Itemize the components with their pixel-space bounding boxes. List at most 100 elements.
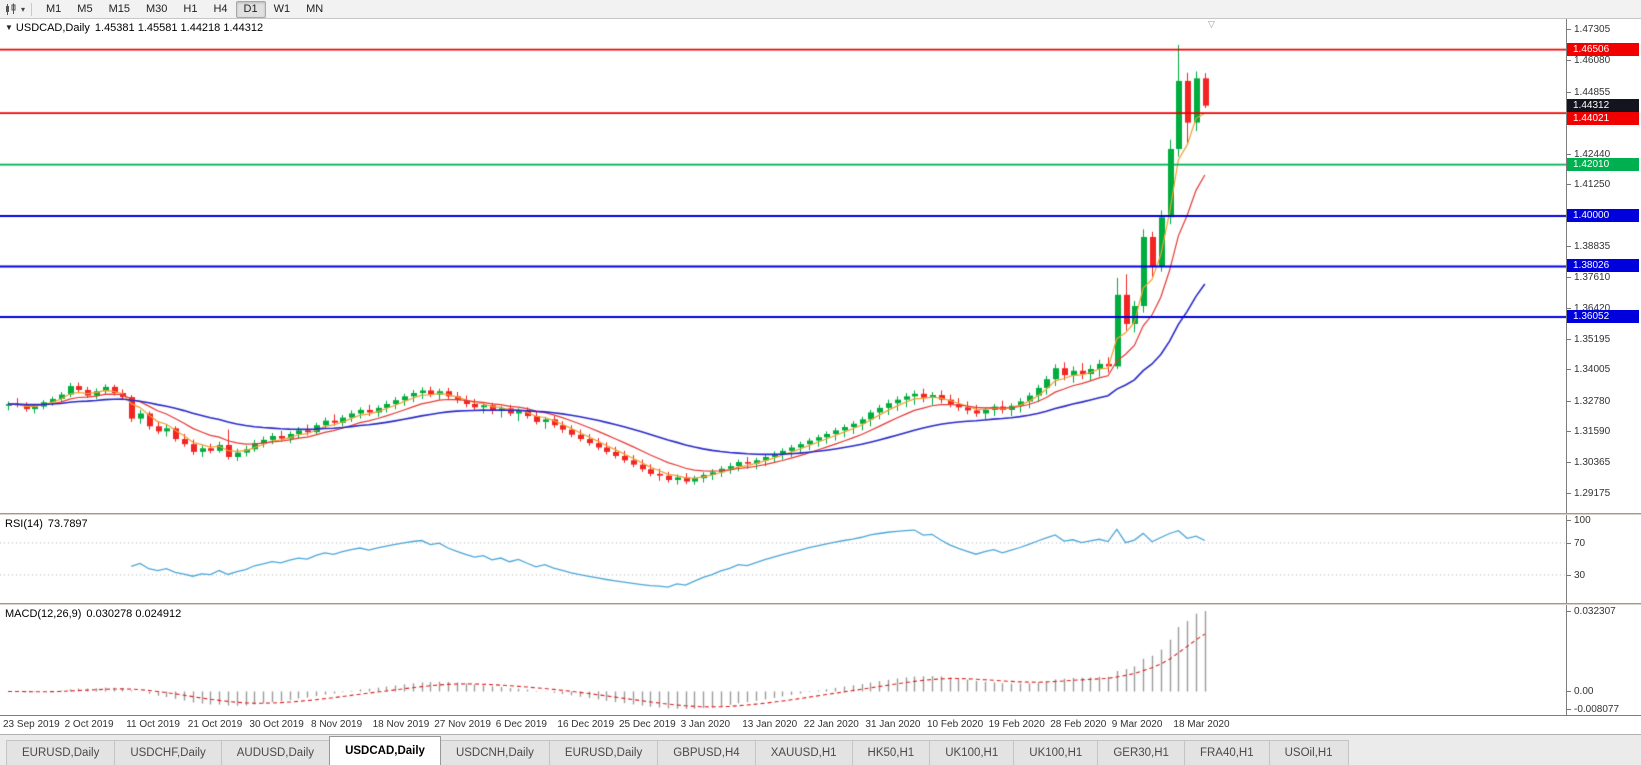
timeframe-button-d1[interactable]: D1 <box>235 0 266 18</box>
price-axis-label: 1.32780 <box>1567 395 1611 407</box>
timeframe-button-mn[interactable]: MN <box>306 2 324 15</box>
time-axis-label: 16 Dec 2019 <box>557 719 615 730</box>
hline-price-label: 1.42010 <box>1567 157 1639 171</box>
timeframe-button-m5[interactable]: M5 <box>77 2 93 15</box>
timeframe-button-w1[interactable]: W1 <box>273 2 291 15</box>
price-axis-label: 1.38835 <box>1567 240 1611 252</box>
macd-axis-label: 0.00 <box>1567 686 1594 698</box>
chart-tab-usdcad-daily[interactable]: USDCAD,Daily <box>329 736 441 765</box>
candlestick-chart-icon[interactable] <box>4 3 20 16</box>
hline-price-label: 1.40000 <box>1567 208 1639 222</box>
rsi-name: RSI(14) <box>5 518 43 530</box>
price-axis-label: 1.42440 <box>1567 148 1611 160</box>
price-axis-label: 1.35195 <box>1567 333 1611 345</box>
dropdown-arrow-icon[interactable]: ▾ <box>21 4 26 14</box>
rsi-canvas[interactable] <box>0 515 1566 603</box>
chart-tab-fra40-h1[interactable]: FRA40,H1 <box>1183 740 1270 765</box>
timeframe-buttons: M1 M5 M15 M30 H1 H4 D1 W1 MN <box>38 0 331 18</box>
time-axis-label: 18 Mar 2020 <box>1173 719 1230 730</box>
time-axis-label: 3 Jan 2020 <box>680 719 731 730</box>
price-axis-label: 1.30365 <box>1567 457 1611 469</box>
time-axis-label: 23 Sep 2019 <box>3 719 60 730</box>
main-chart-canvas[interactable] <box>0 19 1566 513</box>
current-price-label: 1.44312 <box>1567 98 1639 112</box>
price-axis-label: 1.36420 <box>1567 302 1611 314</box>
chart-tab-xauusd-h1[interactable]: XAUUSD,H1 <box>754 740 853 765</box>
chart-tab-usdcnh-daily[interactable]: USDCNH,Daily <box>439 740 550 765</box>
chart-tab-uk100-h1[interactable]: UK100,H1 <box>1013 740 1099 765</box>
time-axis-label: 28 Feb 2020 <box>1050 719 1107 730</box>
macd-axis: 0.032307 0.00 -0.008077 <box>1566 605 1641 715</box>
price-axis-label: 1.44855 <box>1567 86 1611 98</box>
price-axis-label: 1.31590 <box>1567 426 1611 438</box>
pane-divider[interactable] <box>0 603 1641 605</box>
time-axis-label: 13 Jan 2020 <box>742 719 798 730</box>
timeframe-button-h1[interactable]: H1 <box>183 2 198 15</box>
chart-tab-audusd-daily[interactable]: AUDUSD,Daily <box>220 740 331 765</box>
timeframe-button-m30[interactable]: M30 <box>145 2 168 15</box>
macd-label: MACD(12,26,9) 0.030278 0.024912 <box>5 608 181 620</box>
price-axis-label: 1.34005 <box>1567 364 1611 376</box>
macd-canvas[interactable] <box>0 605 1566 715</box>
chart-title: ▼ USDCAD,Daily 1.45381 1.45581 1.44218 1.4… <box>5 22 263 34</box>
price-axis-label: 1.47305 <box>1567 24 1611 36</box>
price-axis-label: 1.29175 <box>1567 487 1611 499</box>
time-axis-label: 11 Oct 2019 <box>126 719 180 730</box>
timeframe-button-h4[interactable]: H4 <box>213 2 228 15</box>
time-axis-label: 9 Mar 2020 <box>1111 719 1163 730</box>
time-axis-label: 27 Nov 2019 <box>434 719 491 730</box>
rsi-axis-label: 70 <box>1567 538 1586 549</box>
time-axis-label: 30 Oct 2019 <box>249 719 304 730</box>
chart-tab-ger30-h1[interactable]: GER30,H1 <box>1097 740 1185 765</box>
price-axis: 1.473051.460801.448551.436651.424401.412… <box>1566 19 1641 513</box>
rsi-pane[interactable]: RSI(14) 73.7897 <box>0 515 1566 603</box>
collapse-arrow-icon[interactable]: ▼ <box>5 23 13 32</box>
time-axis-label: 31 Jan 2020 <box>865 719 921 730</box>
macd-values: 0.030278 0.024912 <box>86 608 182 620</box>
chart-tab-usdchf-daily[interactable]: USDCHF,Daily <box>114 740 222 765</box>
symbol-label: USDCAD,Daily <box>15 22 90 34</box>
main-chart-pane[interactable]: ▼ USDCAD,Daily 1.45381 1.45581 1.44218 1.4… <box>0 19 1566 513</box>
chart-tab-eurusd-daily[interactable]: EURUSD,Daily <box>6 740 116 765</box>
time-axis-label: 2 Oct 2019 <box>64 719 114 730</box>
chart-tab-uk100-h1[interactable]: UK100,H1 <box>929 740 1015 765</box>
time-axis-label: 10 Feb 2020 <box>927 719 984 730</box>
price-axis-label: 1.37610 <box>1567 272 1611 284</box>
chart-tabs-bar: EURUSD,Daily USDCHF,Daily AUDUSD,Daily USDC… <box>0 734 1641 765</box>
price-axis-label: 1.41250 <box>1567 179 1611 190</box>
time-axis-label: 18 Nov 2019 <box>372 719 430 730</box>
time-axis-label: 19 Feb 2020 <box>988 719 1045 730</box>
rsi-label: RSI(14) 73.7897 <box>5 518 88 530</box>
price-axis-label: 1.46080 <box>1567 55 1611 67</box>
time-axis: 23 Sep 2019 2 Oct 2019 11 Oct 2019 21 Oct 2… <box>0 715 1641 734</box>
timeframe-button-m1[interactable]: M1 <box>46 2 62 15</box>
toolbar-separator <box>31 2 33 16</box>
chart-tab-usoil-h1[interactable]: USOil,H1 <box>1268 740 1349 765</box>
pane-divider[interactable] <box>0 513 1641 515</box>
chart-tab-eurusd-daily[interactable]: EURUSD,Daily <box>548 740 659 765</box>
rsi-value: 73.7897 <box>47 518 88 530</box>
macd-axis-label: 0.032307 <box>1567 606 1616 617</box>
macd-pane[interactable]: MACD(12,26,9) 0.030278 0.024912 <box>0 605 1566 715</box>
hline-price-label: 1.38026 <box>1567 259 1639 273</box>
chart-toolbar: ▾ M1 M5 M15 M30 H1 H4 D1 W1 MN <box>0 0 1641 19</box>
chart-tab-gbpusd-h4[interactable]: GBPUSD,H4 <box>657 740 756 765</box>
rsi-axis: 100 70 30 <box>1566 515 1641 603</box>
time-axis-label: 6 Dec 2019 <box>495 719 547 730</box>
hline-price-label: 1.44021 <box>1567 111 1639 125</box>
time-axis-label: 8 Nov 2019 <box>311 719 363 730</box>
time-axis-label: 21 Oct 2019 <box>187 719 243 730</box>
time-axis-label: 22 Jan 2020 <box>803 719 859 730</box>
timeframe-button-m15[interactable]: M15 <box>108 2 130 15</box>
time-axis-label: 25 Dec 2019 <box>619 719 676 730</box>
chart-shift-marker-icon[interactable]: ▽ <box>1208 19 1215 29</box>
rsi-axis-label: 30 <box>1567 570 1586 581</box>
hline-price-label: 1.36052 <box>1567 309 1639 323</box>
ohlc-values: 1.45381 1.45581 1.44218 1.44312 <box>94 22 264 34</box>
chart-tab-hk50-h1[interactable]: HK50,H1 <box>851 740 931 765</box>
macd-name: MACD(12,26,9) <box>5 608 82 620</box>
macd-axis-label: -0.008077 <box>1567 704 1620 715</box>
rsi-axis-label: 100 <box>1567 515 1591 526</box>
hline-price-label: 1.46506 <box>1567 42 1639 56</box>
